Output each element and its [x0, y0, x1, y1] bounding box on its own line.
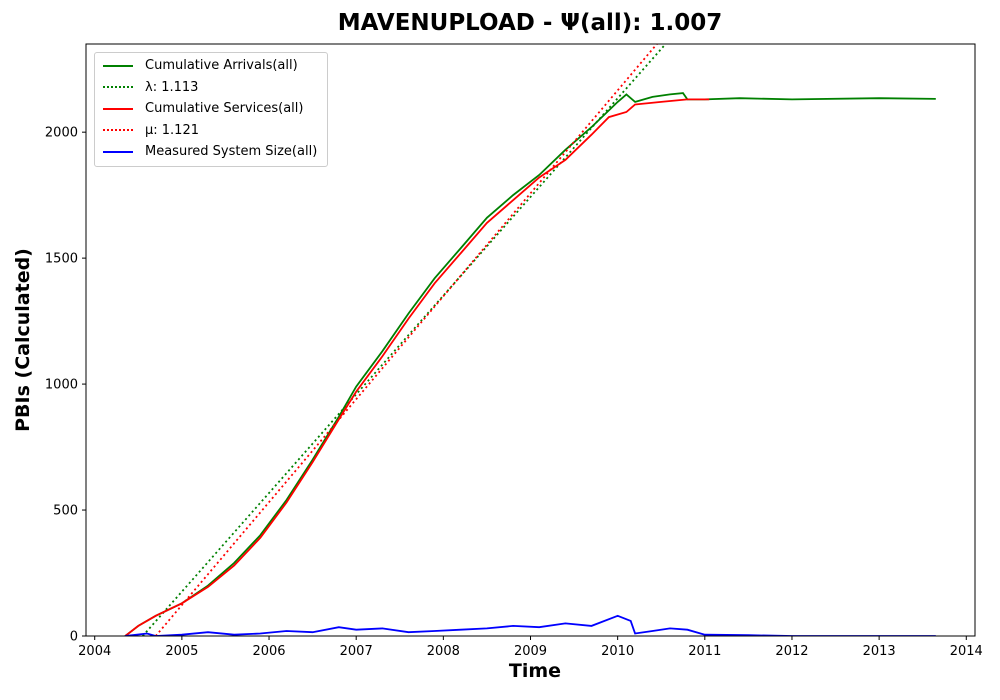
legend-label-services: Cumulative Services(all)	[145, 101, 304, 117]
series-line-0	[124, 92, 936, 636]
x-tick-label: 2004	[78, 644, 111, 659]
x-tick-label: 2008	[427, 644, 460, 659]
legend-item-mu: μ: 1.121	[95, 120, 327, 142]
legend-swatch-system-size	[103, 150, 133, 153]
legend-item-services: Cumulative Services(all)	[95, 98, 327, 120]
legend-swatch-services	[103, 107, 133, 110]
series-line-2	[124, 98, 710, 636]
x-tick-label: 2006	[252, 644, 285, 659]
x-axis-label: Time	[508, 660, 562, 682]
series-line-4	[125, 614, 936, 636]
y-tick-label: 0	[70, 630, 78, 645]
y-tick-label: 2000	[45, 126, 78, 141]
y-tick-label: 1500	[45, 252, 78, 267]
y-axis-label: PBIs (Calculated)	[12, 248, 34, 432]
legend-item-arrivals: Cumulative Arrivals(all)	[95, 55, 327, 77]
legend-swatch-arrivals	[103, 64, 133, 67]
legend-item-lambda: λ: 1.113	[95, 77, 327, 99]
series-line-3	[155, 44, 658, 636]
legend-label-arrivals: Cumulative Arrivals(all)	[145, 58, 298, 74]
x-tick-label: 2010	[601, 644, 634, 659]
x-tick-label: 2013	[863, 644, 896, 659]
y-tick-label: 500	[53, 504, 78, 519]
x-tick-label: 2011	[688, 644, 721, 659]
legend-label-mu: μ: 1.121	[145, 122, 199, 138]
x-tick-label: 2012	[775, 644, 808, 659]
x-tick-label: 2007	[340, 644, 373, 659]
legend-label-system-size: Measured System Size(all)	[145, 144, 318, 160]
y-tick-label: 1000	[45, 378, 78, 393]
chart-title: MAVENUPLOAD - Ψ(all): 1.007	[337, 10, 723, 36]
legend-label-lambda: λ: 1.113	[145, 79, 199, 95]
legend-swatch-lambda	[103, 86, 133, 89]
legend-item-system-size: Measured System Size(all)	[95, 141, 327, 163]
x-tick-label: 2009	[514, 644, 547, 659]
legend: Cumulative Arrivals(all) λ: 1.113 Cumula…	[94, 52, 328, 167]
legend-swatch-mu	[103, 129, 133, 132]
series-line-1	[142, 44, 667, 636]
x-tick-label: 2014	[950, 644, 983, 659]
x-tick-label: 2005	[165, 644, 198, 659]
